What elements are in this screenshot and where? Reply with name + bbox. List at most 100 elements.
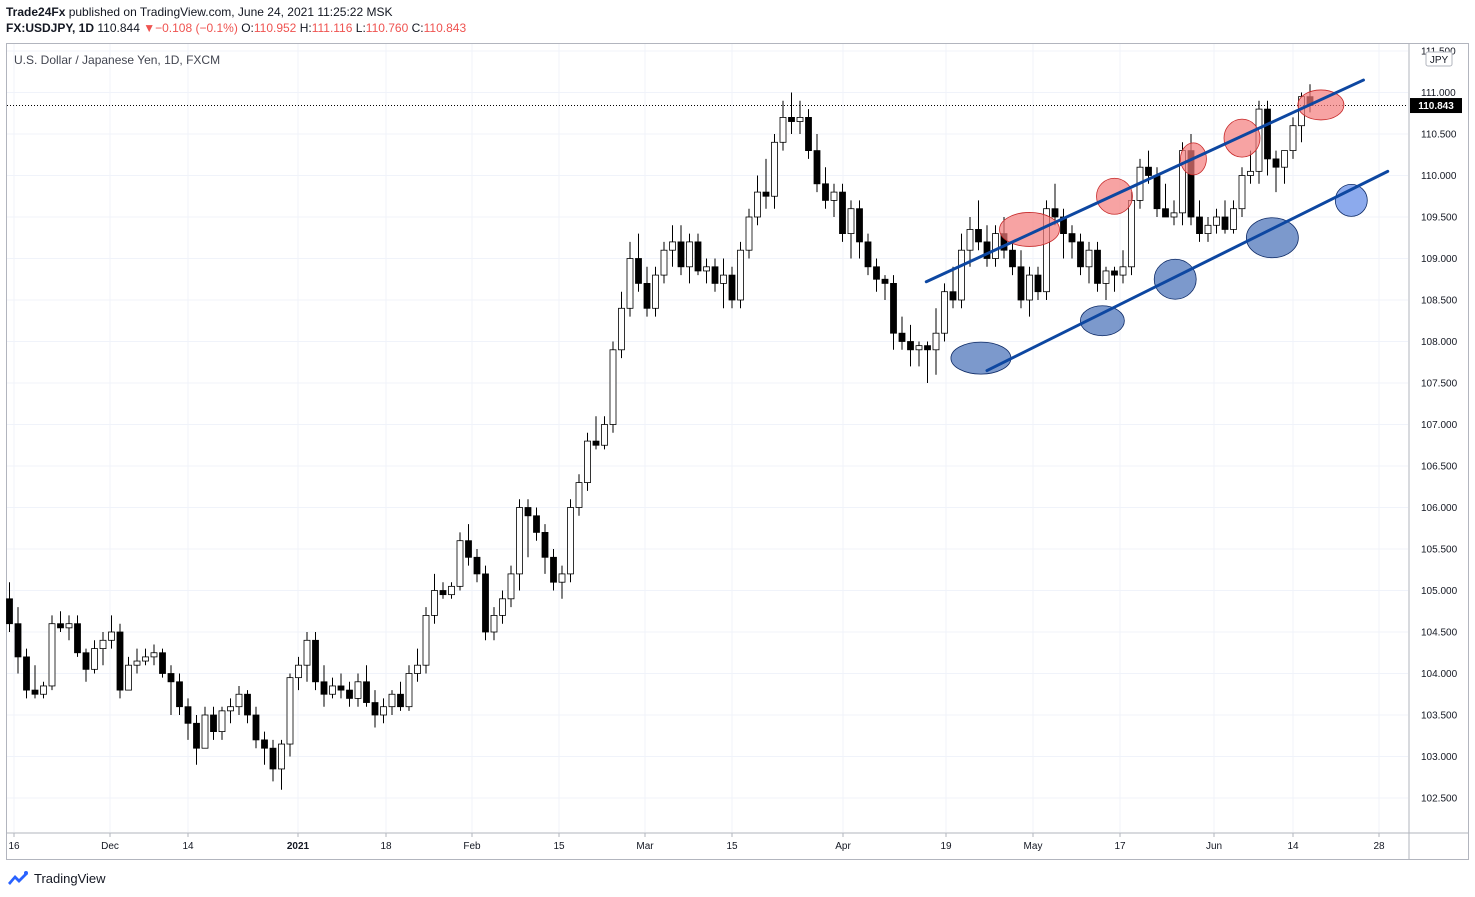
candle-body [108,631,115,641]
candle [533,507,540,541]
candle-body [626,258,634,309]
candle [983,225,991,267]
currency-badge[interactable]: JPY [1425,51,1453,67]
candle [728,266,736,309]
candle [907,324,914,367]
price-tick-label: 103.500 [1421,711,1458,722]
candle [371,690,379,728]
candle [465,524,472,566]
symbol-label[interactable]: FX:USDJPY, 1D [6,21,95,35]
candle [609,341,617,433]
candle [176,673,183,715]
candle [74,615,81,657]
candle [439,582,447,599]
candle [397,681,404,711]
candle [958,233,965,309]
candle-body [1221,216,1229,230]
candle [1111,266,1118,292]
tradingview-logo-icon[interactable] [6,870,30,886]
candle-body [380,706,387,716]
candle-body [1009,249,1016,268]
candle [150,644,158,666]
candle-body [1281,150,1288,168]
candle [1289,117,1297,159]
publisher-name[interactable]: Trade24Fx [6,5,66,19]
candle [48,615,56,691]
candle-body [983,241,991,259]
candle [184,698,192,740]
candle-body [762,191,770,197]
candle-body [14,623,22,658]
candle [218,706,226,740]
candle-body [74,623,81,654]
candle-body [414,664,421,674]
candle-body [754,191,761,218]
candle [252,706,260,749]
candle [660,241,668,284]
candle [65,615,73,641]
candle [354,673,362,707]
candle-body [898,332,906,342]
candle [966,217,974,267]
candle-body [686,241,693,268]
candle [915,341,923,367]
candle [31,665,39,699]
candle [1077,233,1084,276]
candle-body [184,706,192,724]
candle [643,266,651,317]
candle [422,607,430,674]
candle [686,233,693,284]
candle [992,225,999,267]
candle [626,241,634,317]
time-tick-label: Mar [636,841,654,852]
candle [898,316,906,350]
price-tick-label: 109.000 [1421,254,1458,265]
candle [210,706,217,740]
candle [669,225,676,267]
candle [1102,266,1110,300]
candle [830,183,838,217]
candle-body [779,117,787,143]
candle-body [337,685,345,691]
candle-body [312,639,319,683]
candle-body [1111,270,1118,276]
resistance-touch-marker [1223,118,1261,158]
candle [822,167,829,209]
price-tick-label: 105.000 [1421,586,1458,597]
candle [91,640,98,674]
support-touch-marker [1245,217,1299,259]
candle [601,416,608,450]
candle [388,690,396,715]
footer-brand[interactable]: TradingView [34,870,106,886]
candle-body [227,706,234,712]
candle-body [558,573,566,583]
time-tick-label: 14 [1287,841,1299,852]
candle [762,158,770,209]
candle-body [856,208,863,243]
candle [159,648,166,678]
price-tick-label: 103.000 [1421,752,1458,763]
candle-body [499,598,506,616]
price-tick-label: 106.500 [1421,462,1458,473]
candle-body [1017,266,1025,301]
time-axis[interactable]: 16 Dec 14 2021 18 Feb 15 Mar 15 Apr 19 May 17 Jun 14 28 [8,833,1385,852]
low-value: 110.760 [365,21,409,35]
candle [720,258,727,309]
resistance-touch-marker [1297,89,1345,121]
candle [456,532,464,591]
candle-body [1119,266,1127,276]
candle-body [150,652,158,658]
chart-frame[interactable] [6,43,1469,860]
candle [771,134,778,209]
candle [550,549,557,591]
candle-body [142,656,149,662]
candle-body [1085,249,1093,268]
time-tick-label: 18 [380,841,392,852]
candle [575,474,583,516]
candle [286,673,294,757]
price-axis[interactable]: 111.500111.000110.500110.000109.500109.0… [1421,47,1458,805]
candle-body [830,191,838,201]
time-tick-label: 19 [940,841,952,852]
candle [346,681,353,707]
